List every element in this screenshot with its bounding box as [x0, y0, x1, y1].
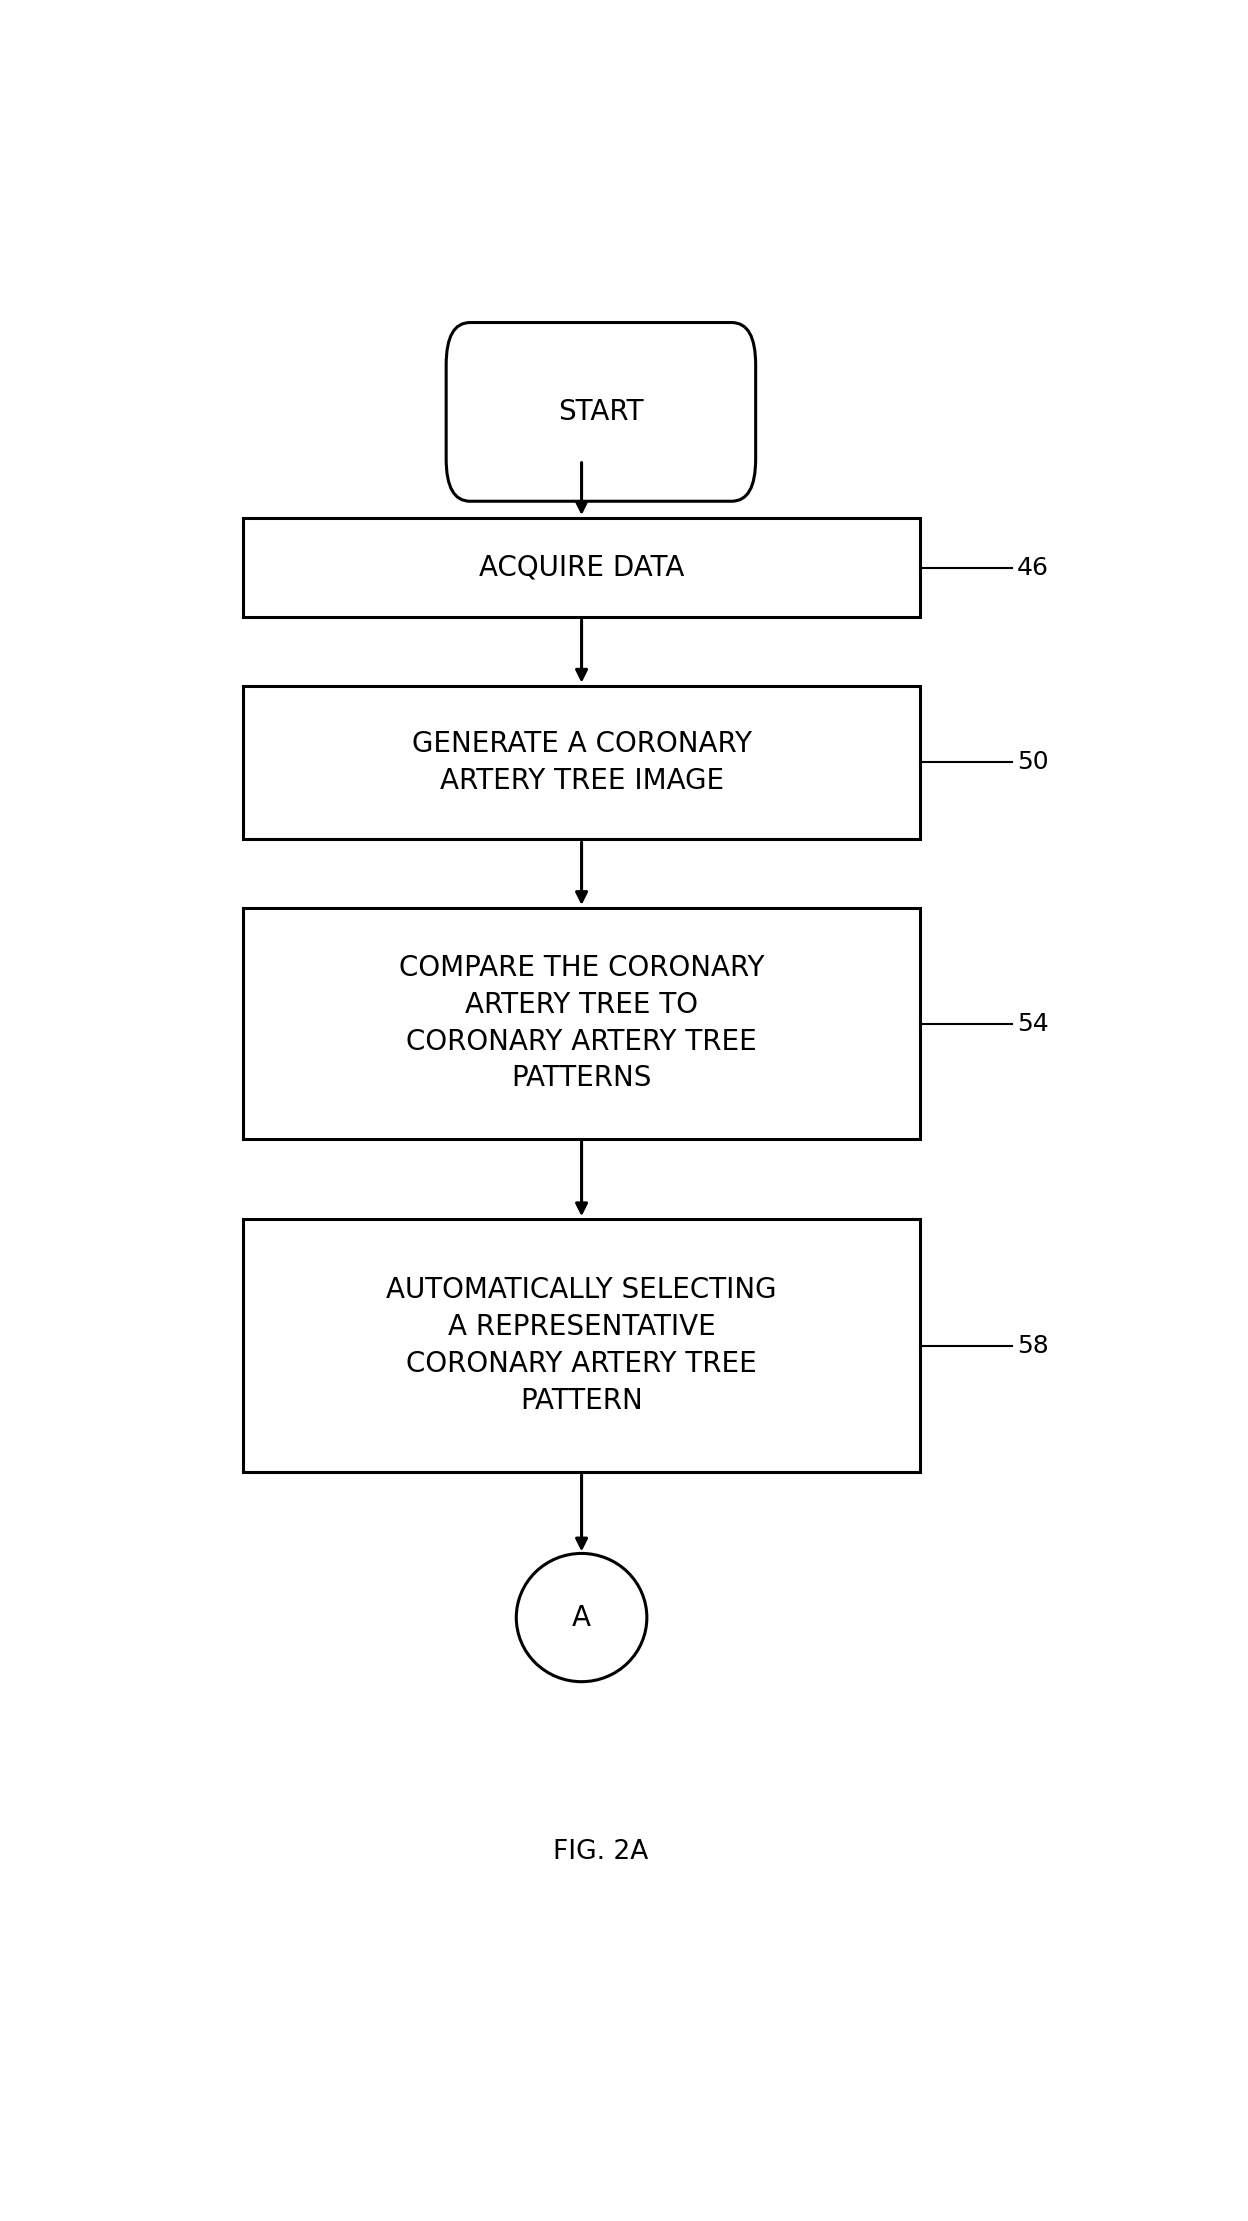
Text: ACQUIRE DATA: ACQUIRE DATA [479, 553, 684, 582]
Bar [243, 517, 920, 617]
Text: A: A [572, 1604, 592, 1632]
Text: 50: 50 [1017, 751, 1048, 775]
Text: GENERATE A CORONARY
ARTERY TREE IMAGE: GENERATE A CORONARY ARTERY TREE IMAGE [412, 731, 751, 795]
Text: COMPARE THE CORONARY
ARTERY TREE TO
CORONARY ARTERY TREE
PATTERNS: COMPARE THE CORONARY ARTERY TREE TO CORO… [399, 955, 764, 1093]
Text: FIG. 2A: FIG. 2A [553, 1839, 649, 1866]
Bar [243, 686, 920, 840]
Bar [243, 1219, 920, 1473]
Text: AUTOMATICALLY SELECTING
A REPRESENTATIVE
CORONARY ARTERY TREE
PATTERN: AUTOMATICALLY SELECTING A REPRESENTATIVE… [387, 1277, 776, 1415]
Text: START: START [558, 398, 644, 426]
Text: 54: 54 [1017, 1013, 1048, 1037]
Text: 46: 46 [1017, 555, 1048, 580]
Ellipse shape [517, 1552, 646, 1681]
Text: 58: 58 [1017, 1333, 1048, 1357]
FancyBboxPatch shape [447, 322, 756, 502]
Bar [243, 908, 920, 1139]
